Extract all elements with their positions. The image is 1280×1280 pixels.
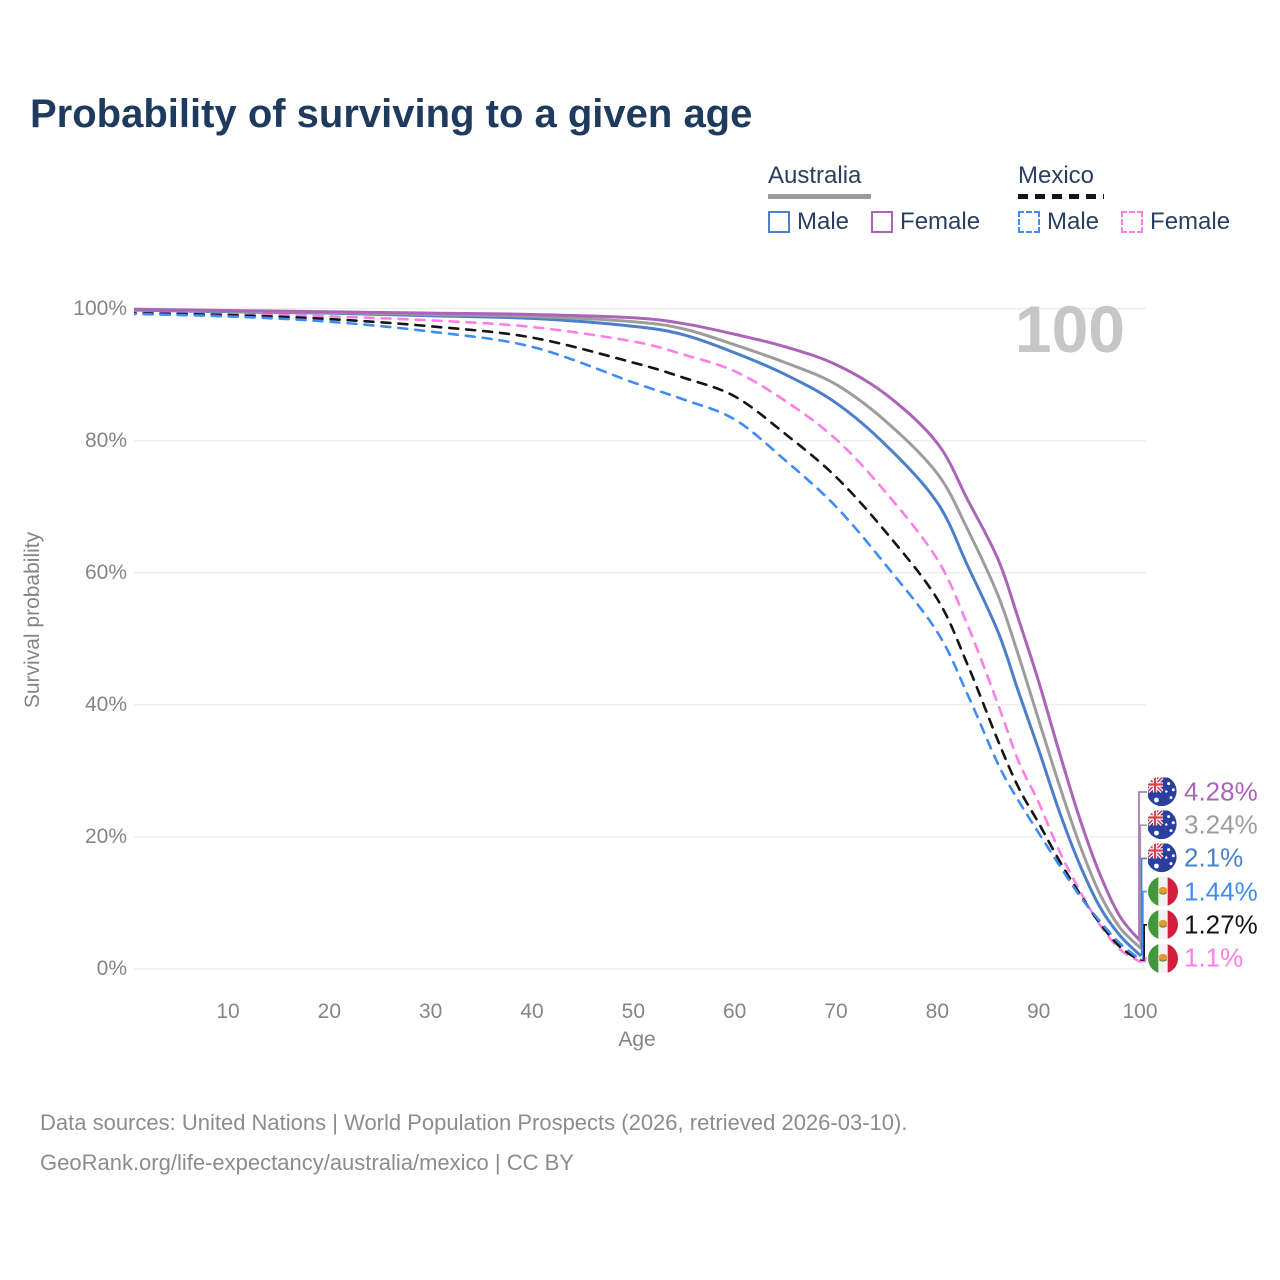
survival-curves bbox=[134, 307, 1142, 964]
x-tick-label-10: 10 bbox=[216, 1000, 240, 1023]
x-tick-label-90: 90 bbox=[1027, 1000, 1051, 1023]
legend-label-australia-female: Female bbox=[900, 208, 981, 235]
legend-group-mexico: Mexico Male Female bbox=[1018, 162, 1230, 236]
y-tick-label-60: 60% bbox=[84, 560, 127, 584]
legend-label-mexico-female: Female bbox=[1150, 208, 1231, 235]
x-tick-label-30: 30 bbox=[419, 1000, 443, 1023]
legend-swatch-australia-female-icon bbox=[871, 211, 894, 233]
end-label-value: 1.1% bbox=[1184, 942, 1244, 973]
curve-mexico-male bbox=[134, 312, 1142, 961]
mexico-flag-icon bbox=[1148, 877, 1178, 907]
footer-data-sources: Data sources: United Nations | World Pop… bbox=[40, 1110, 908, 1135]
australia-flag-icon bbox=[1148, 810, 1178, 840]
end-label-value: 2.1% bbox=[1184, 842, 1244, 873]
legend-item-mexico-male[interactable]: Male bbox=[1018, 208, 1099, 236]
mexico-flag-icon bbox=[1148, 943, 1178, 973]
legend-group-title-australia: Australia bbox=[768, 162, 862, 189]
end-label-australia-female: 4.28% bbox=[1148, 777, 1258, 808]
end-label-value: 1.44% bbox=[1184, 876, 1258, 907]
curve-mexico-female bbox=[134, 310, 1142, 964]
legend-group-title-mexico: Mexico bbox=[1018, 162, 1095, 189]
australia-flag-icon bbox=[1148, 843, 1178, 873]
footer-attribution: GeoRank.org/life-expectancy/australia/me… bbox=[40, 1150, 574, 1175]
page-title: Probability of surviving to a given age bbox=[30, 92, 753, 136]
legend-label-mexico-male: Male bbox=[1047, 208, 1100, 235]
y-axis-title: Survival probability bbox=[21, 531, 44, 709]
end-label-value: 1.27% bbox=[1184, 909, 1258, 940]
x-tick-label-50: 50 bbox=[621, 1000, 646, 1023]
x-tick-label-40: 40 bbox=[520, 1000, 544, 1023]
y-tick-label-80: 80% bbox=[84, 428, 127, 452]
legend-item-mexico-female[interactable]: Female bbox=[1121, 208, 1230, 236]
curve-australia-both-sexes bbox=[134, 307, 1142, 950]
y-tick-label-0: 0% bbox=[96, 957, 127, 980]
y-tick-label-100: 100% bbox=[73, 296, 127, 320]
x-tick-label-70: 70 bbox=[824, 1000, 848, 1023]
legend-swatch-australia-male-icon bbox=[768, 211, 790, 233]
legend-underline-australia-solid bbox=[768, 194, 871, 199]
legend-label-australia-male: Male bbox=[797, 208, 850, 235]
curve-australia-male bbox=[134, 308, 1142, 957]
end-label-australia-both-sexes: 3.24% bbox=[1148, 810, 1258, 841]
australia-flag-icon bbox=[1148, 777, 1178, 807]
end-label-leader-lines bbox=[1138, 791, 1147, 963]
end-label-value: 4.28% bbox=[1184, 776, 1258, 807]
legend-swatch-mexico-female-icon bbox=[1121, 211, 1144, 233]
x-axis-title: Age bbox=[618, 1028, 656, 1051]
end-label-mexico-female: 1.1% bbox=[1148, 943, 1243, 974]
end-label-mexico-both-sexes: 1.27% bbox=[1148, 909, 1258, 940]
end-label-australia-male: 2.1% bbox=[1148, 843, 1243, 874]
legend-item-australia-female[interactable]: Female bbox=[871, 208, 980, 236]
y-tick-label-40: 40% bbox=[84, 692, 127, 716]
y-tick-label-20: 20% bbox=[84, 824, 127, 848]
end-label-value: 3.24% bbox=[1184, 809, 1258, 840]
x-tick-label-100: 100 bbox=[1122, 1000, 1158, 1023]
horizontal-gridlines bbox=[134, 307, 1146, 970]
x-tick-label-60: 60 bbox=[723, 1000, 747, 1023]
legend-underline-mexico-dashed bbox=[1018, 194, 1104, 199]
x-tick-label-80: 80 bbox=[925, 1000, 950, 1023]
legend-swatch-mexico-male-icon bbox=[1018, 211, 1040, 233]
legend-group-australia: Australia Male Female bbox=[768, 162, 980, 236]
end-label-mexico-male: 1.44% bbox=[1148, 876, 1258, 907]
x-tick-label-20: 20 bbox=[317, 1000, 342, 1023]
mexico-flag-icon bbox=[1148, 910, 1178, 940]
curve-australia-female bbox=[134, 307, 1142, 943]
legend-item-australia-male[interactable]: Male bbox=[768, 208, 849, 236]
curve-mexico-both-sexes bbox=[134, 311, 1142, 962]
hover-age-indicator: 100 bbox=[1014, 292, 1125, 366]
